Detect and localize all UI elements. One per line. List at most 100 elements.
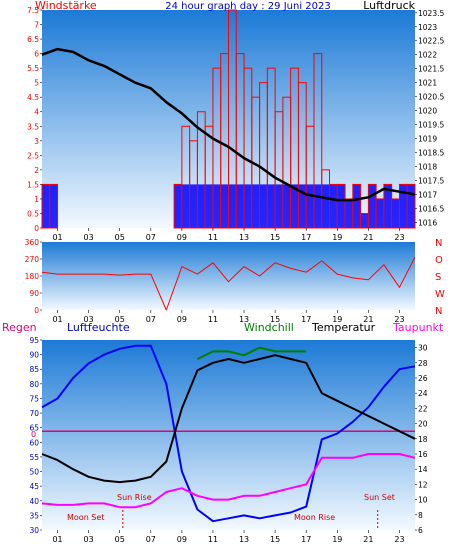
- pressure-y-tick-label: 1023.5: [418, 9, 444, 18]
- p2-x-tick-label: 09: [177, 315, 187, 324]
- p1-x-tick-label: 15: [270, 233, 280, 242]
- wind-bar: [306, 184, 314, 228]
- pressure-y-tick-label: 1018: [418, 163, 437, 172]
- wind-bar: [189, 184, 198, 228]
- regen-zero-label: 0: [31, 430, 36, 439]
- wind-y-tick-label: 3: [34, 137, 39, 146]
- wind-bar: [267, 184, 276, 228]
- wind-bar: [313, 184, 322, 228]
- pressure-y-tick-label: 1023: [418, 23, 437, 32]
- wind-bar: [383, 184, 392, 228]
- wind-y-tick-label: 6.5: [27, 35, 39, 44]
- wind-bar: [220, 184, 229, 228]
- wind-bar: [228, 184, 237, 228]
- p2-x-tick-label: 19: [332, 315, 342, 324]
- pressure-y-tick-label: 1019: [418, 135, 437, 144]
- direction-y-tick-label: 0: [34, 306, 39, 315]
- pressure-y-tick-label: 1018.5: [418, 149, 444, 158]
- wind-gust-mark: [352, 183, 362, 229]
- pressure-y-tick-label: 1019.5: [418, 121, 444, 130]
- temperature-y-tick-label: 8: [418, 511, 423, 520]
- pressure-title: Luftdruck: [363, 0, 415, 12]
- p2-x-tick-label: 23: [394, 315, 404, 324]
- p3-x-tick-label: 11: [208, 535, 218, 544]
- humidity-y-tick-label: 85: [29, 365, 39, 374]
- wind-title: Windstärke: [35, 0, 97, 12]
- wind-bar: [275, 184, 283, 228]
- wind-y-tick-label: 7.5: [27, 6, 39, 15]
- legend-regen: Regen: [2, 321, 37, 334]
- wind-y-tick-label: 1: [34, 195, 39, 204]
- wind-bar: [197, 184, 206, 228]
- moon-rise-label: Moon Rise: [294, 513, 335, 522]
- wind-gust-mark: [313, 53, 323, 229]
- temperature-y-tick-label: 20: [418, 420, 428, 429]
- direction-y-tick-label: 90: [29, 289, 39, 298]
- compass-label: N: [435, 306, 442, 317]
- pressure-y-tick-label: 1020.5: [418, 93, 444, 102]
- legend-temperatur: Temperatur: [311, 321, 376, 334]
- humidity-y-tick-label: 70: [29, 409, 39, 418]
- temperature-y-tick-label: 18: [418, 435, 428, 444]
- luftfeuchte-line: [41, 344, 416, 523]
- wind-direction-panel: 01 03 05 07 09 11 13 15 17 19 21 23090180270360NWSO…: [25, 238, 445, 324]
- wind-bar: [244, 184, 252, 228]
- wind-bar: [282, 184, 291, 228]
- wind-direction-plot-area: [42, 242, 415, 310]
- wind-y-tick-label: 5.5: [27, 64, 39, 73]
- p1-x-tick-label: 01: [52, 233, 62, 242]
- p3-x-tick-label: 05: [115, 535, 125, 544]
- humidity-y-tick-label: 75: [29, 394, 39, 403]
- pressure-y-tick-label: 1017: [418, 190, 437, 199]
- humidity-y-tick-label: 55: [29, 453, 39, 462]
- moon-set-label: Moon Set: [67, 513, 104, 522]
- humidity-y-tick-label: 60: [29, 438, 39, 447]
- windchill-line: [196, 346, 307, 360]
- p3-x-tick-label: 01: [52, 535, 62, 544]
- wind-y-tick-label: 4.5: [27, 93, 39, 102]
- wind-bar: [205, 184, 213, 228]
- p3-x-tick-label: 09: [177, 535, 187, 544]
- p3-x-tick-label: 13: [239, 535, 249, 544]
- p3-x-tick-label: 15: [270, 535, 280, 544]
- pressure-y-tick-label: 1022: [418, 51, 437, 60]
- temperature-y-tick-label: 10: [418, 496, 428, 505]
- wind-direction-line: [41, 256, 416, 311]
- humidity-y-tick-label: 30: [29, 526, 39, 535]
- pressure-y-tick-label: 1020: [418, 107, 437, 116]
- compass-label: W: [435, 289, 445, 300]
- p2-x-tick-label: 17: [301, 315, 311, 324]
- p1-x-tick-label: 11: [208, 233, 218, 242]
- compass-label: N: [435, 238, 442, 249]
- p1-x-tick-label: 07: [146, 233, 156, 242]
- p2-x-tick-label: 03: [84, 315, 94, 324]
- temperature-y-tick-label: 28: [418, 359, 428, 368]
- compass-label: S: [435, 272, 441, 283]
- humidity-y-tick-label: 45: [29, 482, 39, 491]
- p2-x-tick-label: 07: [146, 315, 156, 324]
- wind-bar: [407, 184, 415, 228]
- p2-x-tick-label: 13: [239, 315, 249, 324]
- p3-x-tick-label: 17: [301, 535, 311, 544]
- temperature-y-tick-label: 26: [418, 374, 428, 383]
- wind-y-tick-label: 7: [34, 21, 39, 30]
- wind-bar: [251, 184, 260, 228]
- humidity-y-tick-label: 95: [29, 336, 39, 345]
- compass-label: O: [435, 255, 443, 266]
- pressure-y-tick-label: 1017.5: [418, 176, 444, 185]
- legend-luftfeuchte: Luftfeuchte: [67, 321, 130, 334]
- p3-x-tick-label: 21: [363, 535, 373, 544]
- p1-x-tick-label: 21: [363, 233, 373, 242]
- temperature-y-tick-label: 22: [418, 404, 428, 413]
- wind-bar: [236, 184, 245, 228]
- wind-y-tick-label: 1.5: [27, 180, 39, 189]
- wind-bar: [174, 184, 182, 228]
- temperature-y-tick-label: 30: [418, 344, 428, 353]
- direction-y-tick-label: 180: [25, 272, 40, 281]
- wind-bar: [49, 184, 58, 228]
- graph-date-title: 24 hour graph day : 29 Juni 2023: [165, 1, 331, 12]
- pressure-y-tick-label: 1021: [418, 79, 437, 88]
- p1-x-tick-label: 17: [301, 233, 311, 242]
- temperature-y-tick-label: 14: [418, 465, 428, 474]
- p1-x-tick-label: 19: [332, 233, 342, 242]
